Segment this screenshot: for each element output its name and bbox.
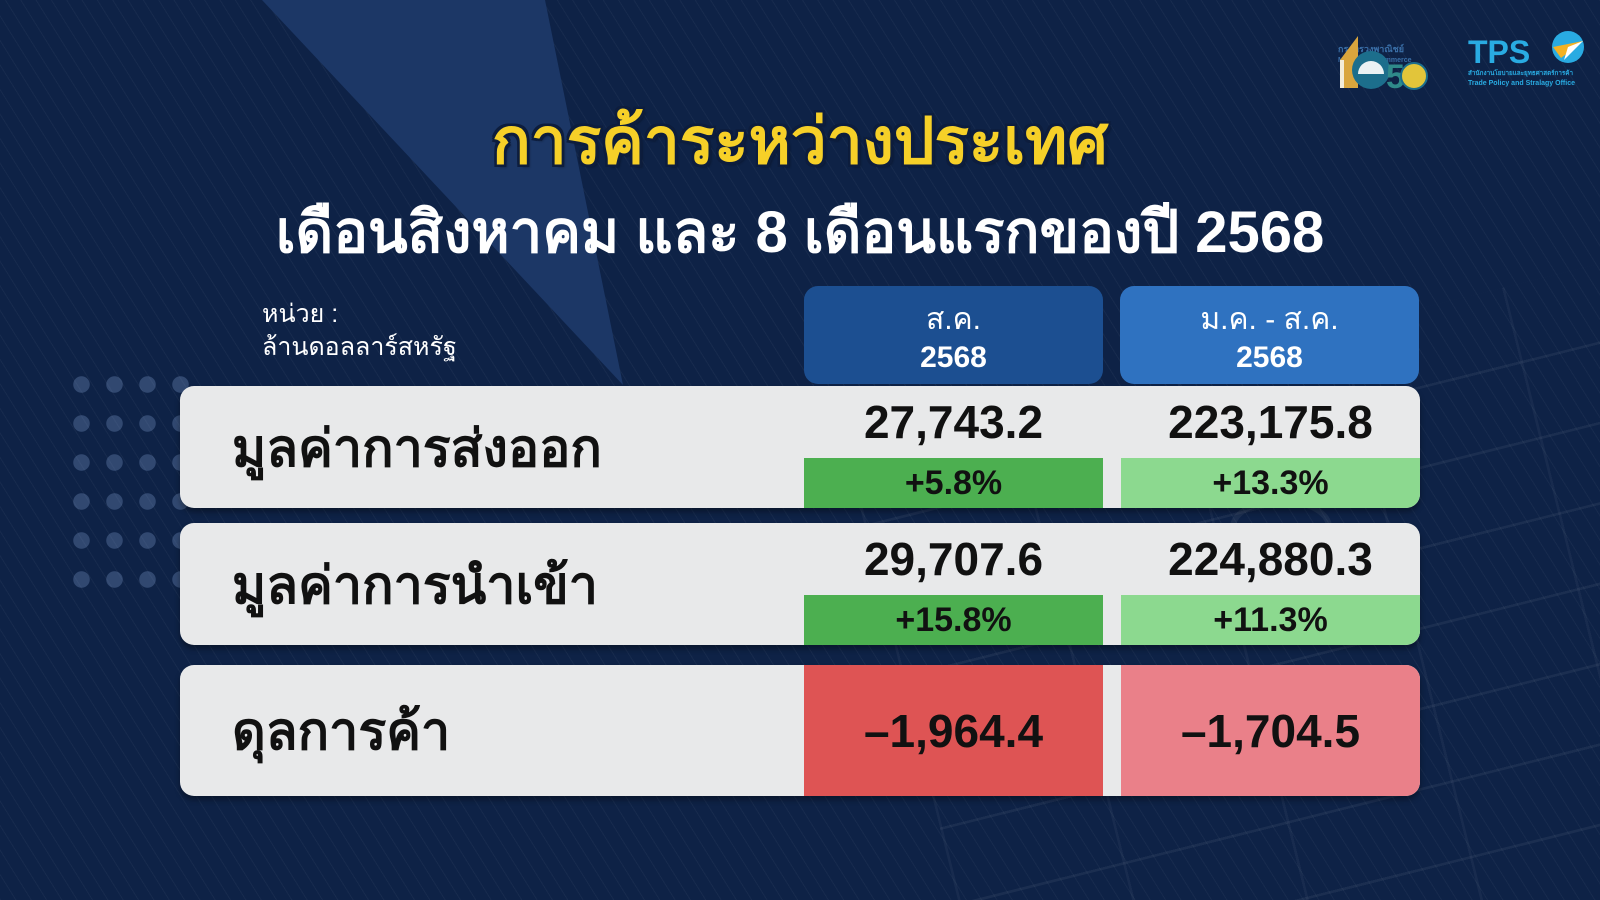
svg-text:TPS: TPS [1468,34,1530,70]
svg-text:สำนักงานโยบายและยุทธศาสตร์การค: สำนักงานโยบายและยุทธศาสตร์การค้า [1468,68,1573,77]
svg-text:Trade Policy and Stralagy Offi: Trade Policy and Stralagy Office [1468,80,1575,87]
